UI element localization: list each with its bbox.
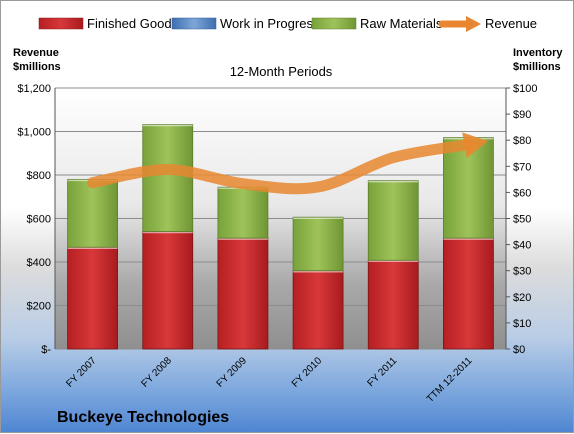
right-tick-label: $10 xyxy=(513,318,531,330)
bar-finished-goods xyxy=(68,247,118,349)
right-tick-label: $50 xyxy=(513,214,531,226)
bar-raw-materials xyxy=(143,125,193,232)
right-axis-ticks: $0 $10 $20 $30 $40 $50 $60 $70 $80 $90 $100 xyxy=(506,83,537,356)
left-axis-ticks: $- $200 $400 $600 $800 $1,000 $1,200 xyxy=(17,83,51,356)
left-axis-title-line1: Revenue xyxy=(13,47,59,59)
right-tick-label: $80 xyxy=(513,135,531,147)
right-tick-label: $40 xyxy=(513,240,531,252)
left-tick-label: $600 xyxy=(27,214,51,226)
left-tick-label: $200 xyxy=(27,301,51,313)
right-axis-title-line2: $millions xyxy=(513,61,561,73)
legend-item-finished-goods: Finished Goods xyxy=(39,16,179,31)
right-tick-label: $100 xyxy=(513,83,537,95)
legend: Finished Goods Work in Progress Raw Mate… xyxy=(39,16,537,32)
left-tick-label: $1,200 xyxy=(17,83,51,95)
right-tick-label: $90 xyxy=(513,109,531,121)
bar-raw-materials xyxy=(68,179,118,247)
x-tick-label: FY 2011 xyxy=(366,355,400,389)
bar-finished-goods xyxy=(368,260,418,349)
right-tick-label: $60 xyxy=(513,187,531,199)
x-tick-label: FY 2010 xyxy=(290,355,325,390)
right-tick-label: $30 xyxy=(513,266,531,278)
bar-raw-materials xyxy=(293,217,343,271)
chart-title: 12-Month Periods xyxy=(230,64,333,79)
right-axis-title-line1: Inventory xyxy=(513,47,563,59)
bar-raw-materials xyxy=(218,187,268,238)
company-name: Buckeye Technologies xyxy=(57,409,229,426)
x-tick-label: TTM 12-2011 xyxy=(425,355,475,405)
legend-item-work-in-progress: Work in Progress xyxy=(172,16,320,31)
right-tick-label: $0 xyxy=(513,344,525,356)
left-tick-label: $400 xyxy=(27,257,51,269)
left-tick-label: $1,000 xyxy=(17,127,51,139)
legend-label-revenue: Revenue xyxy=(485,16,537,31)
legend-label-work-in-progress: Work in Progress xyxy=(220,16,320,31)
left-tick-label: $800 xyxy=(27,170,51,182)
x-tick-label: FY 2007 xyxy=(64,355,99,390)
bar-finished-goods xyxy=(443,238,493,349)
bar-finished-goods xyxy=(293,271,343,349)
x-tick-label: FY 2009 xyxy=(215,355,250,390)
bar-finished-goods xyxy=(143,232,193,349)
bar-finished-goods xyxy=(218,238,268,349)
x-tick-label: FY 2008 xyxy=(139,355,174,390)
left-axis-title-line2: $millions xyxy=(13,61,61,73)
legend-item-raw-materials: Raw Materials xyxy=(312,16,443,31)
right-tick-label: $20 xyxy=(513,292,531,304)
x-axis-ticks: FY 2007 FY 2008 FY 2009 FY 2010 FY 2011 TTM 1… xyxy=(64,355,475,405)
legend-label-finished-goods: Finished Goods xyxy=(87,16,179,31)
legend-item-revenue: Revenue xyxy=(442,16,537,32)
left-tick-label: $- xyxy=(41,344,51,356)
right-tick-label: $70 xyxy=(513,161,531,173)
legend-label-raw-materials: Raw Materials xyxy=(360,16,443,31)
bar-raw-materials xyxy=(368,181,418,261)
